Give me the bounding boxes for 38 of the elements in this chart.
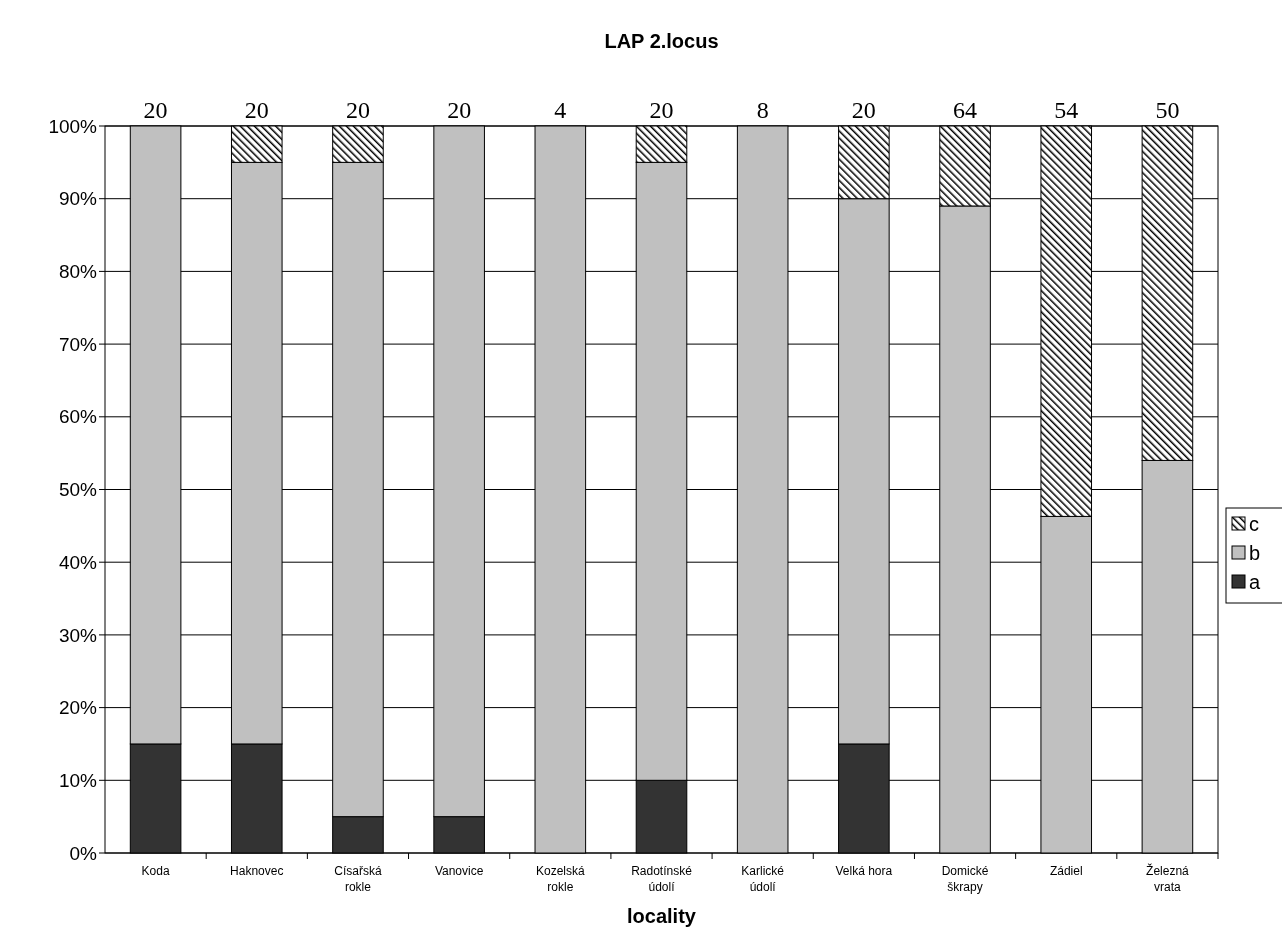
x-tick-label: Karlické údolí xyxy=(741,864,785,894)
legend-label: c xyxy=(1249,513,1259,535)
y-tick-label: 20% xyxy=(58,697,98,719)
annotation: 20 xyxy=(345,97,370,123)
x-tick-label: Koda xyxy=(141,864,170,878)
annotation: 4 xyxy=(554,97,567,123)
x-axis-title: locality xyxy=(627,905,697,927)
annotation: 20 xyxy=(244,97,269,123)
y-tick-label: 60% xyxy=(58,406,98,428)
annotation: 20 xyxy=(649,97,674,123)
annotation: 20 xyxy=(851,97,876,123)
y-tick-label: 80% xyxy=(58,261,98,283)
y-tick-label: 10% xyxy=(58,769,98,791)
x-tick-label: Velká hora xyxy=(835,864,893,878)
y-tick-label: 0% xyxy=(69,842,98,864)
y-tick-label: 100% xyxy=(48,115,98,137)
annotation: 8 xyxy=(756,97,769,123)
x-tick-label: Kozelská rokle xyxy=(535,864,585,894)
y-tick-label: 50% xyxy=(58,479,98,501)
y-tick-label: 90% xyxy=(58,188,98,210)
annotation: 20 xyxy=(447,97,472,123)
annotation: 50 xyxy=(1155,97,1180,123)
y-tick-label: 30% xyxy=(58,624,98,646)
x-tick-label: Císařská rokle xyxy=(334,864,382,894)
legend-label: b xyxy=(1249,542,1261,564)
y-tick-label: 40% xyxy=(58,551,98,573)
x-tick-label: Radotínské údolí xyxy=(631,864,693,894)
x-tick-label: Domické škrapy xyxy=(941,864,989,894)
annotation: 20 xyxy=(143,97,168,123)
x-tick-label: Zádiel xyxy=(1049,864,1083,878)
x-tick-label: Železná vrata xyxy=(1146,863,1190,894)
chart-title: LAP 2.locus xyxy=(604,30,719,52)
x-tick-label: Haknovec xyxy=(230,864,284,878)
annotation: 64 xyxy=(953,97,978,123)
x-tick-label: Vanovice xyxy=(434,864,484,878)
legend-label: a xyxy=(1249,571,1261,593)
annotation: 54 xyxy=(1054,97,1079,123)
y-tick-label: 70% xyxy=(58,333,98,355)
